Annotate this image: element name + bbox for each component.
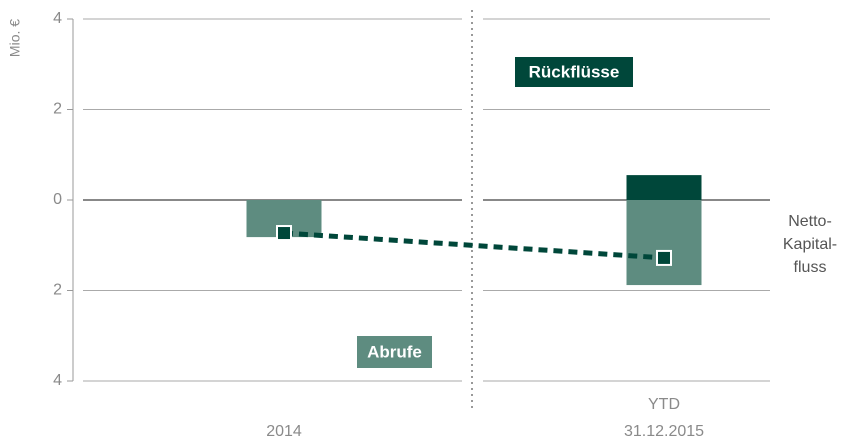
y-tick-label: 4 [53,10,62,27]
legend-box [515,57,633,87]
x-tick-label: 2014 [266,423,302,438]
y-tick-label: 2 [53,101,62,118]
net-marker [276,225,292,242]
legend-label: Abrufe [367,342,422,361]
legend-box [357,336,432,368]
legend-label: Rückflüsse [529,62,620,81]
x-tick-label: YTD 31.12.2015 [624,396,704,438]
bar [626,175,702,200]
y-axis-label: Mio. € [7,19,23,57]
y-tick-label: 2 [53,282,62,299]
y-tick-label: 4 [53,372,62,389]
bar [626,200,702,286]
y-tick-label: 0 [53,191,62,208]
net-line [283,230,665,261]
legend-label: Netto-Kapital-fluss [783,213,837,276]
net-marker [656,249,672,266]
